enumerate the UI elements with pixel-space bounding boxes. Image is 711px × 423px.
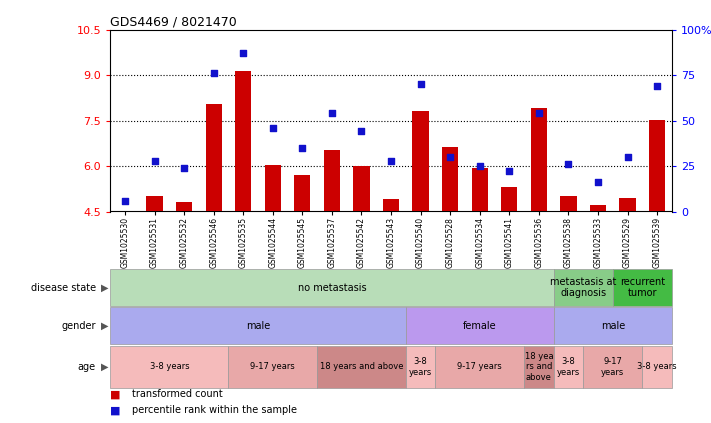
Text: 3-8
years: 3-8 years (409, 357, 432, 376)
Bar (146, 196, 163, 212)
Point (149, 157, 160, 164)
Bar (560, 196, 577, 212)
Bar (406, 346, 435, 388)
Bar (176, 202, 192, 212)
Bar (530, 108, 547, 212)
Point (592, 179, 604, 186)
Point (385, 157, 397, 164)
Bar (294, 175, 311, 212)
Text: ▶: ▶ (101, 362, 108, 372)
Point (415, 81, 427, 88)
Bar (642, 346, 672, 388)
Bar (649, 120, 665, 212)
Bar (554, 308, 672, 344)
Bar (317, 346, 406, 388)
Text: ▶: ▶ (101, 321, 108, 331)
Point (622, 154, 634, 160)
Text: 9-17
years: 9-17 years (601, 357, 624, 376)
Point (444, 154, 456, 160)
Text: female: female (463, 321, 496, 331)
Point (119, 197, 131, 204)
Bar (412, 111, 429, 212)
Text: 18 years and above: 18 years and above (320, 363, 403, 371)
Bar (264, 165, 281, 212)
Point (356, 128, 367, 135)
Point (296, 145, 308, 151)
Text: gender: gender (61, 321, 96, 331)
Bar (110, 346, 228, 388)
Text: 9-17 years: 9-17 years (250, 363, 295, 371)
Bar (110, 269, 554, 306)
Bar (205, 104, 222, 212)
Point (326, 110, 338, 117)
Text: 3-8 years: 3-8 years (637, 363, 677, 371)
Text: 3-8
years: 3-8 years (557, 357, 580, 376)
Point (474, 163, 486, 170)
Point (237, 50, 249, 57)
Text: metastasis at
diagnosis: metastasis at diagnosis (550, 277, 616, 299)
Bar (471, 168, 488, 212)
Bar (583, 346, 642, 388)
Point (651, 82, 663, 89)
Point (503, 168, 515, 175)
Text: ■: ■ (110, 389, 121, 399)
Bar (442, 147, 459, 212)
Text: age: age (78, 362, 96, 372)
Bar (406, 308, 554, 344)
Bar (435, 346, 524, 388)
Point (208, 70, 220, 77)
Text: recurrent
tumor: recurrent tumor (620, 277, 665, 299)
Text: male: male (246, 321, 270, 331)
Bar (619, 198, 636, 212)
Bar (501, 187, 518, 212)
Point (178, 165, 190, 171)
Bar (590, 205, 606, 212)
Bar (554, 346, 583, 388)
Text: ■: ■ (110, 405, 121, 415)
Text: GDS4469 / 8021470: GDS4469 / 8021470 (110, 16, 237, 28)
Text: ▶: ▶ (101, 283, 108, 293)
Bar (554, 269, 613, 306)
Bar (613, 269, 672, 306)
Text: 3-8 years: 3-8 years (149, 363, 189, 371)
Text: 9-17 years: 9-17 years (457, 363, 502, 371)
Bar (228, 346, 317, 388)
Text: no metastasis: no metastasis (298, 283, 366, 293)
Bar (524, 346, 554, 388)
Bar (324, 150, 340, 212)
Point (533, 110, 545, 117)
Text: male: male (601, 321, 625, 331)
Bar (383, 199, 399, 212)
Bar (110, 308, 406, 344)
Text: transformed count: transformed count (132, 389, 223, 399)
Point (267, 124, 279, 131)
Text: disease state: disease state (31, 283, 96, 293)
Bar (235, 71, 252, 212)
Point (562, 161, 574, 168)
Text: percentile rank within the sample: percentile rank within the sample (132, 405, 296, 415)
Bar (353, 166, 370, 212)
Text: 18 yea
rs and
above: 18 yea rs and above (525, 352, 553, 382)
